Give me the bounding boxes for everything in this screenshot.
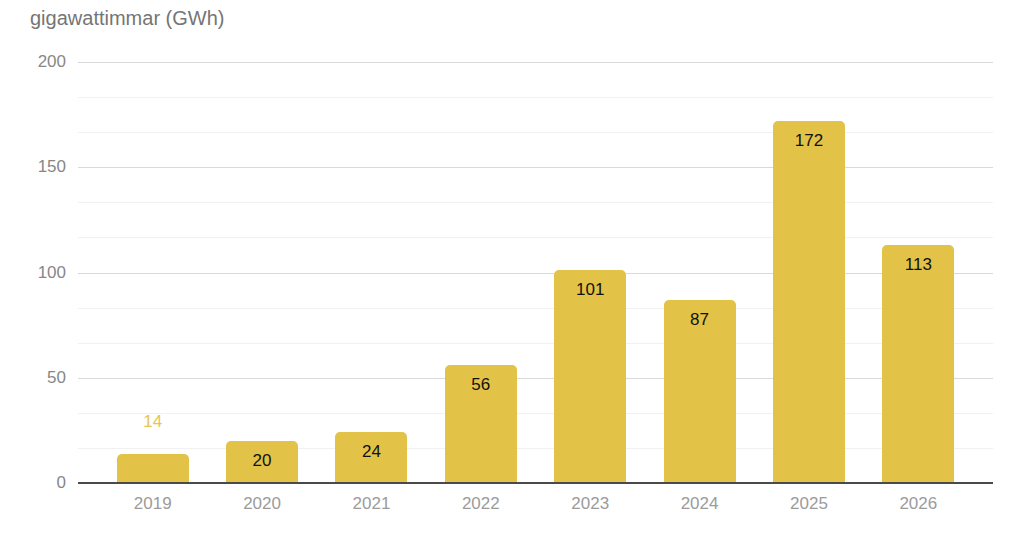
bar-slot-2026: 113 (864, 62, 973, 483)
bar-slot-2024: 87 (645, 62, 754, 483)
y-axis-labels: 050100150200 (0, 62, 66, 483)
bar-value-label-2019: 14 (98, 412, 207, 432)
bar-slot-2021: 24 (317, 62, 426, 483)
x-axis-label-2019: 2019 (98, 494, 207, 514)
y-axis-label-0: 0 (57, 473, 66, 493)
bar-value-label-2024: 87 (645, 310, 754, 330)
x-axis-labels: 20192020202120222023202420252026 (78, 494, 993, 514)
bar-value-label-2020: 20 (207, 451, 316, 471)
x-axis-label-2023: 2023 (536, 494, 645, 514)
bar-slot-2023: 101 (536, 62, 645, 483)
y-axis-label-150: 150 (38, 157, 66, 177)
bar-2023[interactable] (554, 270, 626, 483)
bar-value-label-2023: 101 (536, 280, 645, 300)
x-axis-label-2026: 2026 (864, 494, 973, 514)
bar-slot-2019: 14 (98, 62, 207, 483)
y-axis-label-100: 100 (38, 263, 66, 283)
bar-value-label-2022: 56 (426, 375, 535, 395)
x-axis-label-2024: 2024 (645, 494, 754, 514)
bar-2026[interactable] (882, 245, 954, 483)
bar-value-label-2025: 172 (754, 131, 863, 151)
bar-2019[interactable] (117, 454, 189, 483)
bar-slot-2025: 172 (754, 62, 863, 483)
x-axis-label-2020: 2020 (207, 494, 316, 514)
x-axis-label-2021: 2021 (317, 494, 426, 514)
plot-area: 142024 56 10187 172 113 (78, 62, 993, 483)
bar-slot-2022: 56 (426, 62, 535, 483)
y-axis-label-50: 50 (47, 368, 66, 388)
x-axis-label-2022: 2022 (426, 494, 535, 514)
bar-slot-2020: 20 (207, 62, 316, 483)
x-axis-line (78, 482, 993, 484)
x-axis-label-2025: 2025 (754, 494, 863, 514)
bar-2025[interactable] (773, 121, 845, 483)
bars-row: 142024 56 10187 172 113 (78, 62, 993, 483)
y-axis-label-200: 200 (38, 52, 66, 72)
bar-chart: gigawattimmar (GWh) 050100150200 1420245… (0, 0, 1024, 550)
bar-value-label-2026: 113 (864, 255, 973, 275)
bar-value-label-2021: 24 (317, 442, 426, 462)
chart-title: gigawattimmar (GWh) (30, 6, 224, 30)
